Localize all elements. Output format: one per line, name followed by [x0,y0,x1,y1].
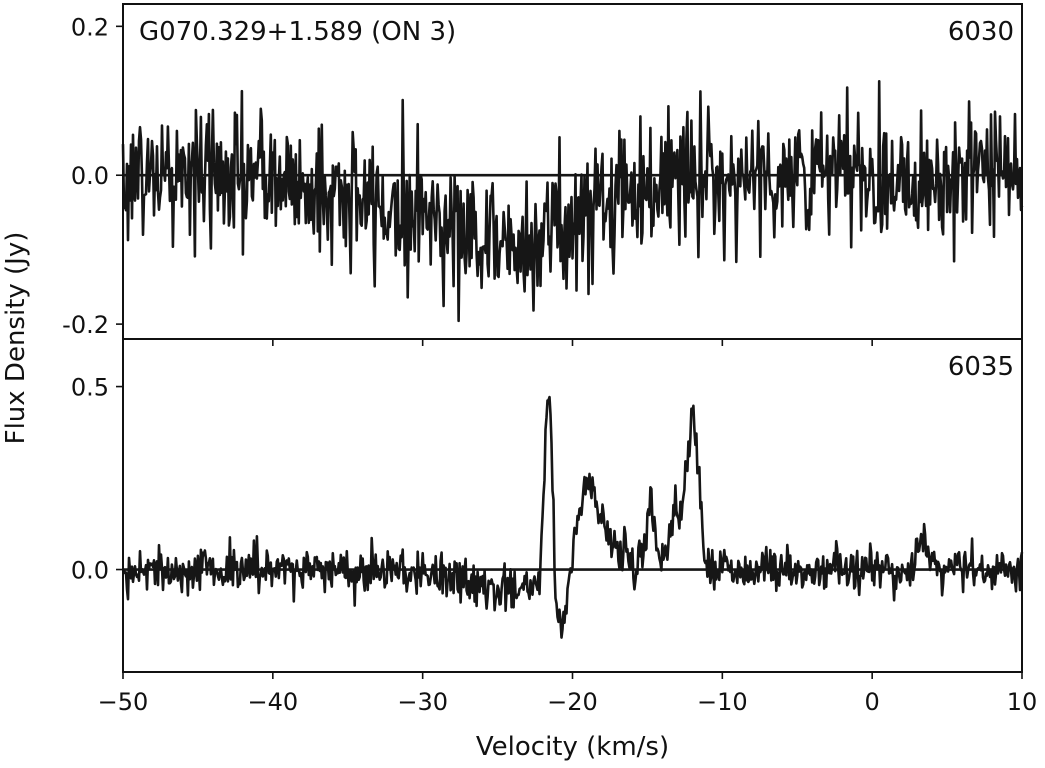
x-tick-label: −10 [697,688,748,716]
x-tick-label: −20 [547,688,598,716]
x-tick-label: −40 [248,688,299,716]
spectrum-line-6030 [121,80,1024,323]
y-axis-label: Flux Density (Jy) [1,232,31,445]
frequency-label-6035: 6035 [948,352,1014,382]
panel-bottom: 0.5 0.0 −50 −40 −30 −20 −10 0 10 6035 [71,338,1038,716]
x-axis-label: Velocity (km/s) [476,732,669,762]
y-tick-label: 0.5 [71,374,109,402]
y-tick-label: 0.2 [71,13,109,41]
frequency-label-6030: 6030 [948,17,1014,47]
x-ticks: −50 −40 −30 −20 −10 0 10 [98,688,1038,716]
panel-top: 0.2 0.0 -0.2 G070.329+1.589 (ON 3) 6030 [62,3,1024,346]
y-ticks-top: 0.2 0.0 -0.2 [62,13,1023,346]
x-tick-label: −50 [98,688,149,716]
x-tick-label: 10 [1007,688,1038,716]
panel-frame-bottom [122,338,1023,673]
source-label: G070.329+1.589 (ON 3) [139,17,456,47]
y-tick-label: 0.0 [71,162,109,190]
x-tick-label: −30 [397,688,448,716]
y-tick-label: -0.2 [62,311,109,339]
y-tick-label: 0.0 [71,557,109,585]
y-ticks-bottom: 0.5 0.0 [71,374,1023,679]
x-tick-label: 0 [865,688,880,716]
spectrum-line-6035 [122,395,1024,639]
